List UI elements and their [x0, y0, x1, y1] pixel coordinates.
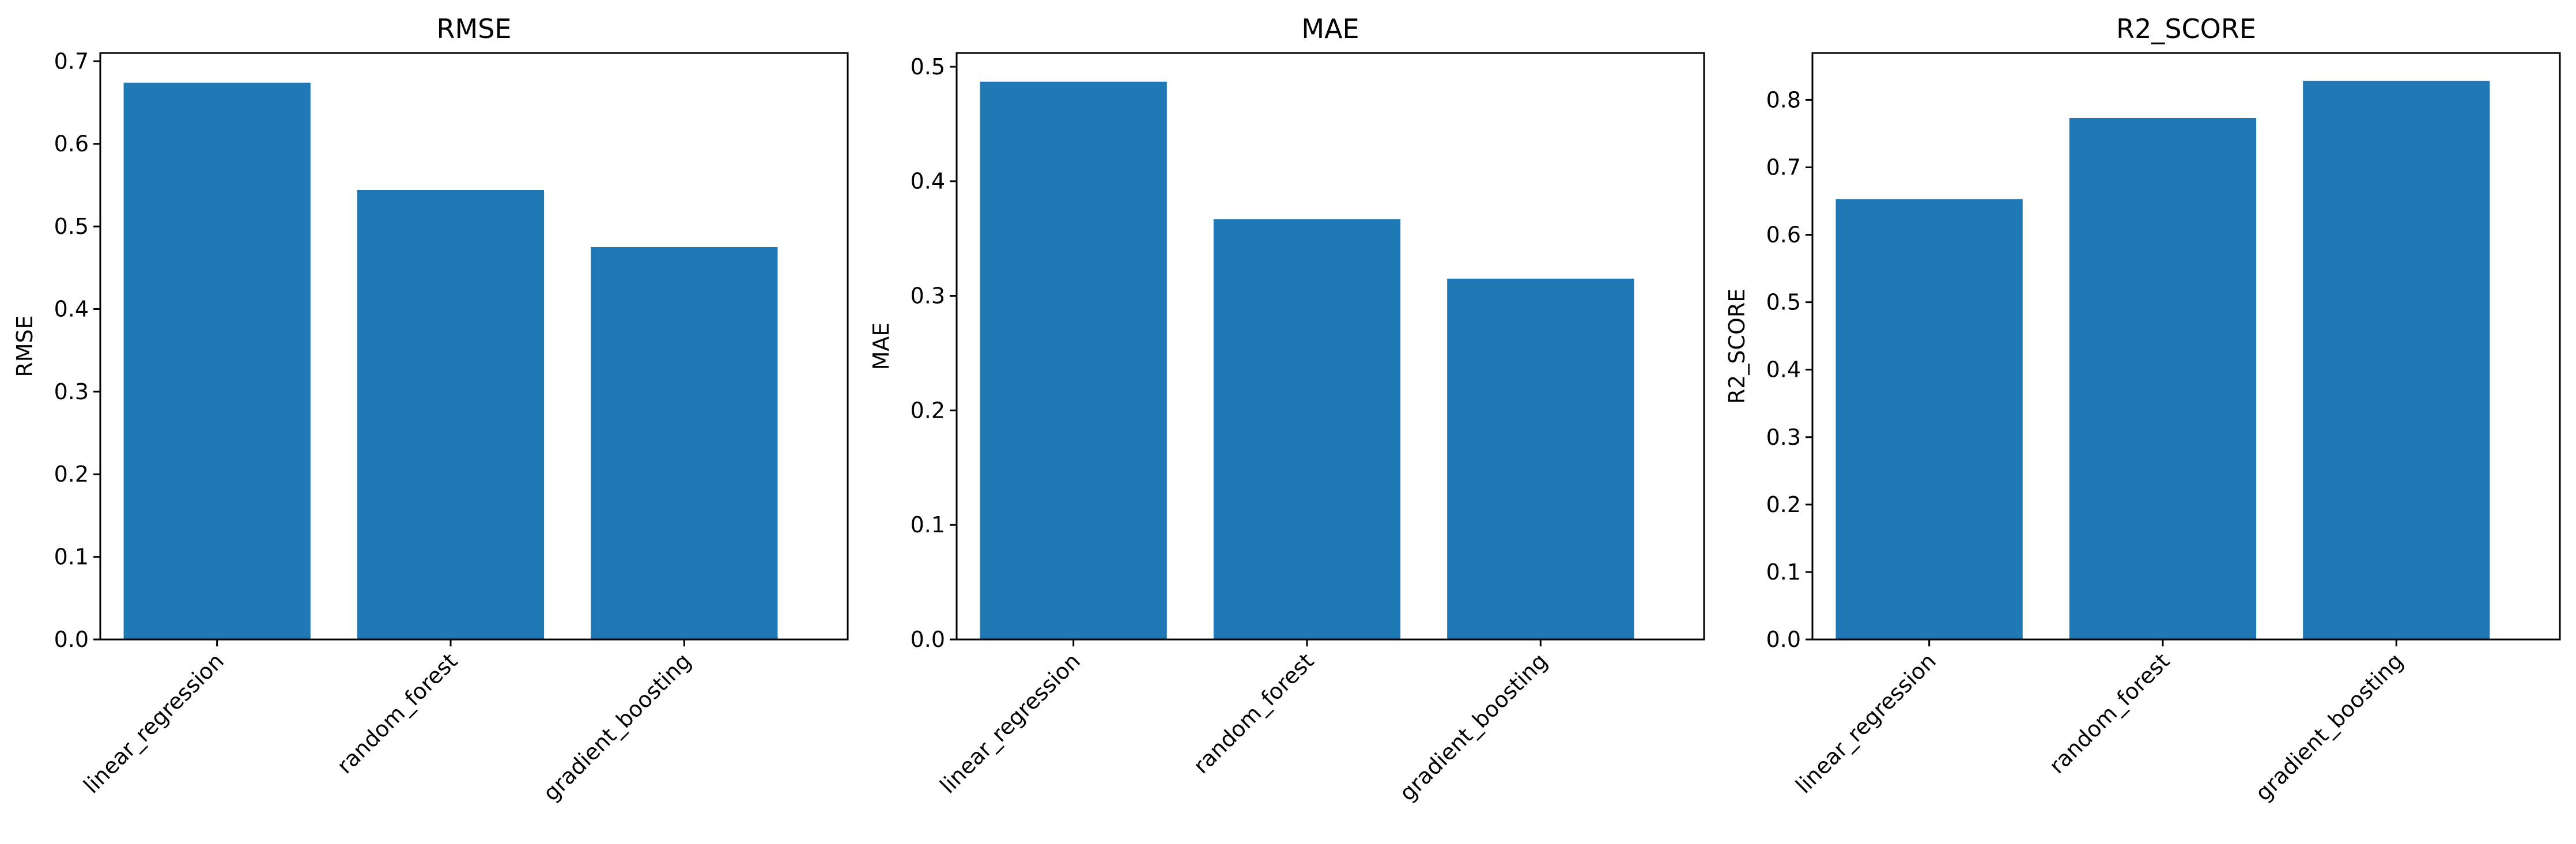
bar-linear-regression: [1835, 199, 2023, 640]
y-tick-label: 0.0: [54, 627, 89, 652]
x-tick-label: random_forest: [2044, 648, 2174, 778]
y-tick-label: 0.2: [54, 461, 89, 487]
y-tick-label: 0.7: [54, 48, 89, 74]
y-tick-label: 0.5: [1766, 290, 1801, 315]
y-tick-label: 0.3: [54, 379, 89, 404]
chart-panel-1: 0.0 0.1 0.2 0.3 0.4 0.5 0.6 0.7 linear_regressio…: [12, 13, 849, 806]
y-axis-label: RMSE: [12, 315, 37, 377]
bar-linear-regression: [123, 82, 311, 639]
bar-random-forest: [1213, 219, 1401, 639]
x-tick-label: gradient_boosting: [1395, 648, 1553, 806]
y-tick-label: 0.3: [911, 283, 945, 309]
bar-gradient-boosting: [591, 247, 778, 639]
y-tick-label: 0.2: [1766, 492, 1801, 517]
y-tick-label: 0.4: [911, 169, 945, 194]
y-axis-label: R2_SCORE: [1724, 289, 1750, 404]
x-tick-label: gradient_boosting: [2250, 648, 2408, 806]
bar-gradient-boosting: [2303, 81, 2490, 640]
bar-random-forest: [357, 190, 545, 639]
y-tick-label: 0.7: [1766, 154, 1801, 180]
y-tick-label: 0.1: [911, 512, 945, 538]
axes-frame: [955, 52, 1705, 641]
x-tick-label: random_forest: [332, 648, 462, 778]
chart-panel-3: 0.0 0.1 0.2 0.3 0.4 0.5 0.6 0.7 0.8 linear_regres…: [1724, 13, 2561, 806]
y-tick-label: 0.6: [1766, 222, 1801, 248]
chart-title: MAE: [1301, 13, 1359, 44]
y-tick-label: 0.4: [1766, 357, 1801, 383]
bar-gradient-boosting: [1447, 278, 1634, 639]
y-tick-label: 0.2: [911, 398, 945, 423]
x-tick-label: linear_regression: [1791, 648, 1941, 798]
x-tick-label: linear_regression: [78, 648, 229, 798]
bar-linear-regression: [980, 81, 1167, 639]
chart-title: RMSE: [437, 13, 512, 44]
y-tick-label: 0.3: [1766, 425, 1801, 450]
bar-random-forest: [2069, 118, 2257, 640]
x-tick-label: gradient_boosting: [538, 648, 696, 806]
chart-title: R2_SCORE: [2116, 13, 2256, 44]
x-tick-label: random_forest: [1188, 648, 1319, 778]
chart-panel-2: 0.0 0.1 0.2 0.3 0.4 0.5 linear_regression rando…: [868, 13, 1705, 806]
axes-frame: [1811, 52, 2561, 641]
y-tick-label: 0.5: [911, 54, 945, 80]
axes-frame: [99, 52, 849, 641]
x-tick-label: linear_regression: [935, 648, 1085, 798]
y-tick-label: 0.1: [1766, 559, 1801, 585]
y-tick-label: 0.5: [54, 214, 89, 239]
y-tick-label: 0.6: [54, 131, 89, 157]
y-axis-label: MAE: [868, 323, 894, 370]
y-tick-label: 0.0: [911, 627, 945, 652]
y-tick-label: 0.4: [54, 296, 89, 321]
y-tick-label: 0.1: [54, 544, 89, 570]
y-tick-label: 0.0: [1766, 627, 1801, 652]
y-tick-label: 0.8: [1766, 87, 1801, 112]
